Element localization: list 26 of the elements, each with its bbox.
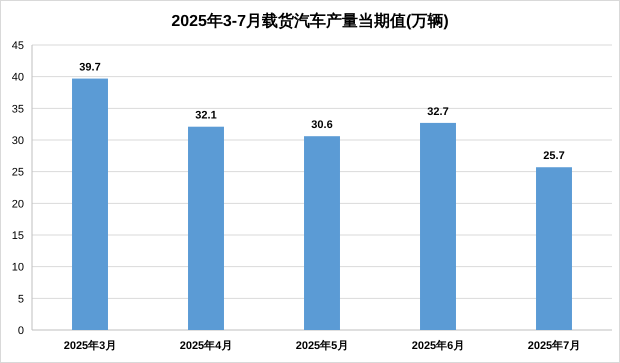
- y-tick-label: 35: [12, 103, 24, 116]
- y-tick-label: 30: [12, 135, 24, 147]
- y-tick-label: 0: [18, 325, 24, 337]
- x-tick-label: 2025年5月: [296, 339, 348, 352]
- bar: [420, 122, 456, 330]
- y-tick-label: 40: [12, 72, 24, 84]
- data-label: 32.7: [427, 106, 449, 118]
- y-tick-label: 10: [12, 262, 24, 274]
- x-tick-label: 2025年6月: [412, 339, 464, 352]
- bar: [188, 126, 224, 330]
- y-tick-label: 15: [12, 230, 24, 242]
- y-tick-label: 45: [12, 40, 24, 52]
- bar: [72, 78, 108, 330]
- x-tick-label: 2025年7月: [528, 339, 580, 352]
- bar: [536, 167, 572, 330]
- x-tick-label: 2025年3月: [64, 339, 116, 352]
- data-label: 32.1: [195, 110, 217, 122]
- data-label: 30.6: [311, 119, 333, 132]
- bar: [304, 136, 340, 330]
- y-tick-label: 20: [12, 198, 24, 210]
- data-label: 25.7: [543, 150, 565, 162]
- y-tick-label: 25: [12, 166, 24, 179]
- chart-title: 2025年3-7月载货汽车产量当期值(万辆): [171, 12, 449, 30]
- y-tick-label: 5: [18, 293, 24, 306]
- data-label: 39.7: [79, 62, 101, 74]
- x-tick-label: 2025年4月: [180, 339, 232, 352]
